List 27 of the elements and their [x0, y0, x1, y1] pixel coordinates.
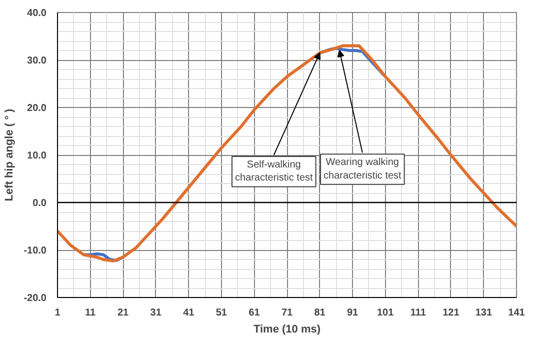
x-tick-label: 81: [314, 308, 326, 318]
line-series: [58, 44, 516, 262]
x-tick-label: 121: [442, 308, 460, 318]
x-tick-label: 51: [216, 308, 228, 318]
y-tick-label: 30.0: [27, 56, 47, 66]
x-tick-label: 41: [183, 308, 195, 318]
y-axis-title: Left hip angle ( ° ): [4, 108, 16, 202]
x-tick-label: 11: [85, 308, 96, 318]
annotation: Self-walking characteristic test: [234, 160, 314, 184]
y-tick-label: 0.0: [32, 198, 47, 209]
x-tick-label: 31: [150, 308, 162, 318]
y-tick-label: 40.0: [27, 8, 47, 19]
x-axis-title: Time (10 ms): [253, 324, 321, 336]
annotation: Wearing walking characteristic test: [324, 157, 402, 182]
x-tick-label: 71: [281, 308, 293, 318]
y-tick-label: -10.0: [24, 246, 47, 256]
x-tick-label: 61: [248, 308, 260, 318]
x-tick-label: 91: [347, 308, 359, 318]
x-tick-label: 141: [508, 308, 526, 318]
y-tick-label: 20.0: [27, 103, 47, 114]
x-tick-label: 101: [377, 308, 394, 318]
y-tick-label: -20.0: [24, 293, 47, 304]
x-tick-label: 131: [475, 308, 492, 318]
y-tick-label: 10.0: [27, 150, 47, 162]
x-tick-label: 111: [410, 308, 426, 318]
x-tick-label: 1: [54, 308, 61, 318]
x-tick-label: 21: [118, 308, 130, 318]
